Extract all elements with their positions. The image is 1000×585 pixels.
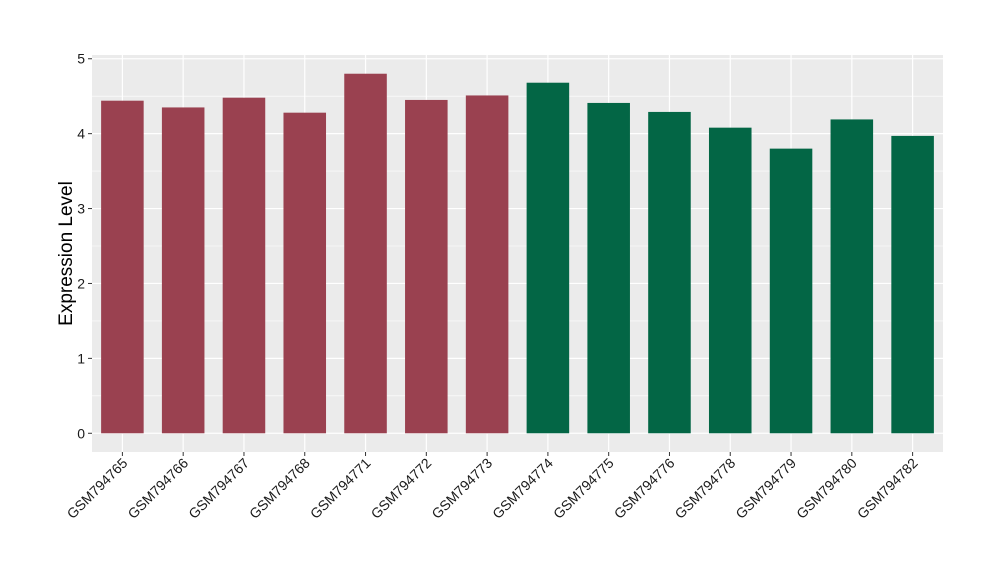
bar-GSM794778 [708,127,752,434]
bar-GSM794776 [648,111,691,434]
x-tick-label: GSM794773 [428,455,495,522]
y-tick-label: 4 [77,126,85,142]
bar-GSM794767 [222,97,266,434]
x-tick-label: GSM794780 [793,455,860,522]
bar-GSM794779 [769,148,813,434]
bar-GSM794766 [161,107,205,434]
y-tick-label: 3 [77,201,85,217]
bar-GSM794772 [405,99,448,434]
y-axis: 0 1 2 3 4 5 [77,51,92,441]
bar-GSM794782 [891,135,934,434]
x-tick-label: GSM794774 [489,455,556,522]
plot-panel [92,55,943,452]
bar-GSM794771 [344,73,387,434]
y-tick-label: 5 [77,51,85,67]
bar-GSM794765 [101,100,144,434]
x-tick-label: GSM794765 [64,455,131,522]
x-tick-label: GSM794782 [854,455,921,522]
bar-GSM794774 [526,82,570,434]
x-tick-label: GSM794768 [246,455,313,522]
bar-GSM794768 [283,112,327,434]
x-tick-label: GSM794766 [124,455,191,522]
y-axis-label: Expression Level [56,181,77,326]
y-tick-label: 1 [77,350,85,366]
x-tick-label: GSM794767 [185,455,252,522]
x-tick-label: GSM794771 [307,455,374,522]
x-tick-label: GSM794779 [732,455,799,522]
x-tick-label: GSM794775 [550,455,617,522]
bar-GSM794775 [587,102,630,434]
x-tick-label: GSM794772 [368,455,435,522]
x-axis: GSM794765GSM794766GSM794767GSM794768GSM7… [64,452,921,522]
y-tick-label: 0 [77,425,85,441]
y-tick-label: 2 [77,275,85,291]
x-tick-label: GSM794776 [611,455,678,522]
bars [101,73,934,434]
bar-GSM794780 [830,119,874,434]
x-tick-label: GSM794778 [671,455,738,522]
bar-GSM794773 [465,95,509,434]
